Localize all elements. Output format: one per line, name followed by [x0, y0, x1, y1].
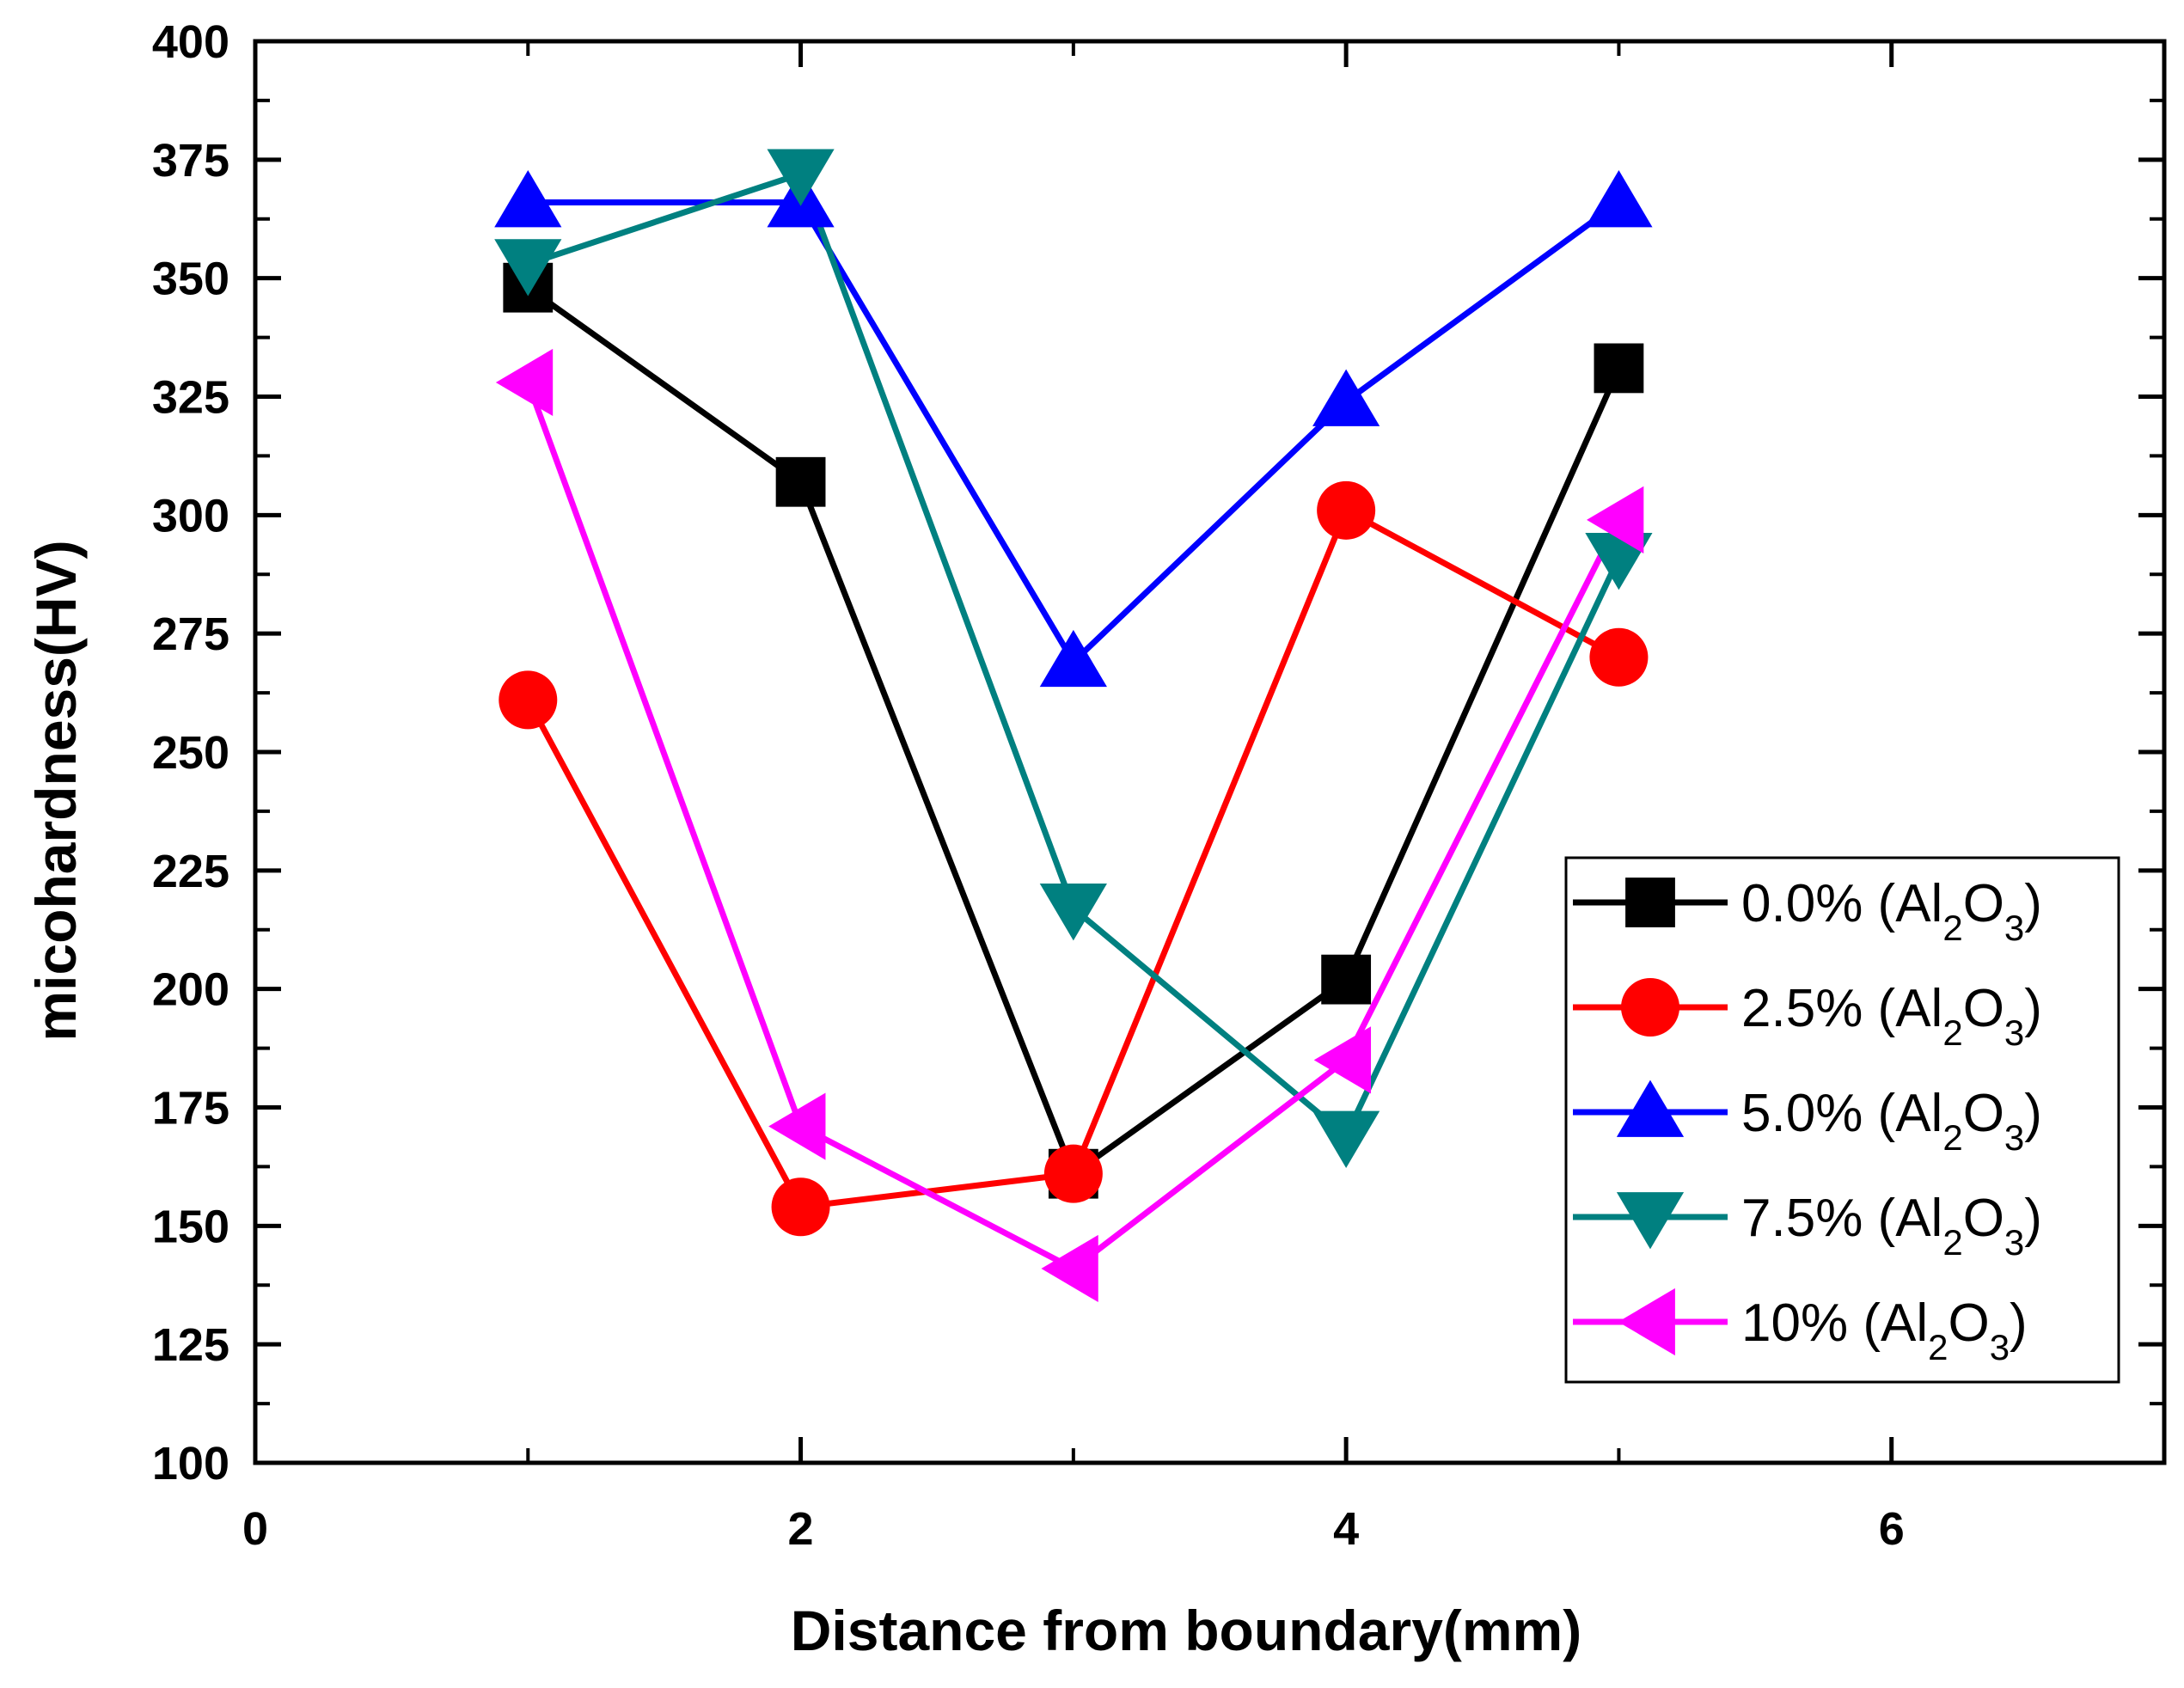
- x-tick-label: 2: [788, 1503, 814, 1555]
- y-tick-label: 250: [152, 727, 229, 779]
- y-tick-label: 175: [152, 1083, 229, 1135]
- legend-item-4-label: 7.5% (Al2O3): [1741, 1189, 2042, 1263]
- series-2-point: [1317, 480, 1376, 540]
- series-1-point: [775, 456, 826, 507]
- y-tick-label: 100: [152, 1438, 229, 1489]
- series-1-point: [1594, 343, 1644, 394]
- legend-item-3-marker: [1616, 1079, 1685, 1137]
- x-axis-title: Distance from boundary(mm): [791, 1599, 1581, 1662]
- legend-item-3-label: 5.0% (Al2O3): [1741, 1084, 2042, 1158]
- y-tick-label: 350: [152, 254, 229, 305]
- y-tick-label: 125: [152, 1319, 229, 1371]
- x-tick-label: 6: [1879, 1503, 1905, 1555]
- series-3-point: [1585, 170, 1653, 228]
- legend-item-5-marker: [1618, 1287, 1675, 1356]
- y-tick-label: 225: [152, 846, 229, 897]
- series-3-point: [1312, 369, 1380, 426]
- series-3-point: [1039, 629, 1107, 688]
- legend-item-1-marker: [1625, 878, 1675, 927]
- legend-item-5-label: 10% (Al2O3): [1741, 1294, 2028, 1367]
- y-tick-label: 400: [152, 16, 229, 68]
- series-3-line: [528, 199, 1621, 667]
- series-4-point: [767, 149, 835, 206]
- series-5-point: [495, 348, 554, 417]
- series-5-point: [1313, 1026, 1372, 1094]
- series-1-point: [1321, 954, 1372, 1005]
- x-tick-label: 4: [1333, 1503, 1359, 1555]
- series-4-point: [494, 239, 562, 297]
- series-4-point: [1039, 884, 1107, 941]
- series-2-point: [771, 1177, 830, 1237]
- series-5-point: [1041, 1234, 1098, 1303]
- x-tick-label: 0: [242, 1503, 268, 1555]
- y-tick-label: 150: [152, 1201, 229, 1252]
- y-tick-label: 300: [152, 490, 229, 541]
- legend-item-2-label: 2.5% (Al2O3): [1741, 979, 2042, 1053]
- y-tick-label: 375: [152, 135, 229, 187]
- series-2-point: [1589, 627, 1649, 687]
- y-tick-label: 275: [152, 609, 229, 660]
- y-axis-title: micohardness(HV): [24, 540, 88, 1041]
- series-2-point: [1043, 1144, 1103, 1203]
- series-5-point: [768, 1092, 826, 1160]
- legend-item-4-marker: [1616, 1192, 1685, 1250]
- y-tick-label: 200: [152, 964, 229, 1016]
- series-5-point: [1587, 486, 1644, 553]
- legend-item-1-label: 0.0% (Al2O3): [1741, 874, 2042, 948]
- series-1-line: [526, 284, 1622, 1179]
- series-3-point: [494, 170, 562, 228]
- series-5-line: [524, 381, 1622, 1273]
- legend-item-2-marker: [1621, 978, 1679, 1037]
- series-2-point: [499, 670, 558, 730]
- y-tick-label: 325: [152, 372, 229, 424]
- series-4-point: [1312, 1110, 1380, 1168]
- series-2-line: [525, 505, 1621, 1211]
